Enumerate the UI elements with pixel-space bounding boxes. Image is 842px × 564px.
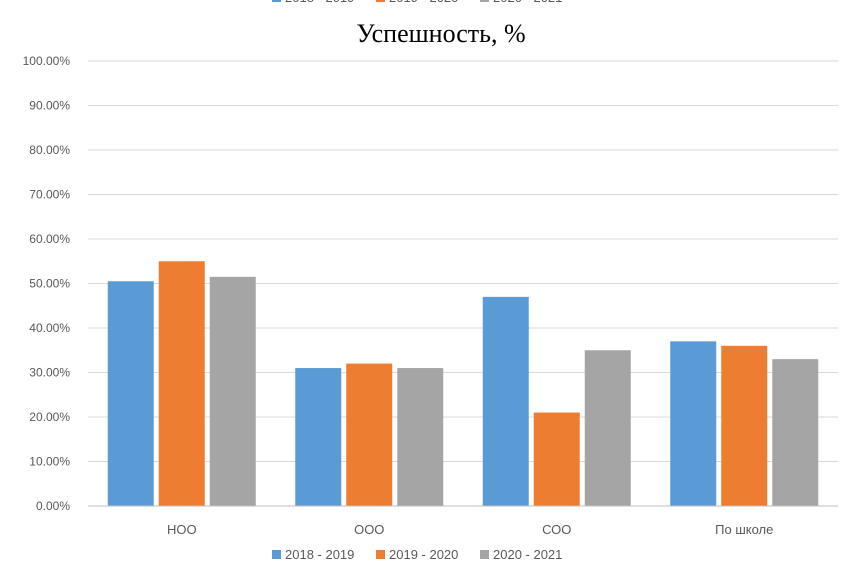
legend-label: 2020 - 2021: [493, 0, 562, 5]
legend-swatch: [480, 0, 489, 2]
category-label: НОО: [167, 522, 197, 537]
legend-swatch: [376, 550, 385, 559]
legend-swatch: [376, 0, 385, 2]
legend-swatch: [272, 550, 281, 559]
y-tick-label: 60.00%: [29, 232, 70, 246]
bar-3-4: [772, 359, 819, 506]
legend-label: 2018 - 2019: [285, 547, 354, 562]
legend: 2018 - 2019 2019 - 2020 2020 - 2021: [272, 547, 562, 562]
bar-3-3: [584, 350, 631, 506]
bar-2-4: [721, 345, 768, 506]
y-axis-ticks: 0.00% 10.00% 20.00% 30.00% 40.00% 50.00% 60.00…: [23, 54, 71, 513]
bar-1-1: [107, 281, 154, 506]
y-tick-label: 80.00%: [29, 143, 70, 157]
x-axis-categories: НОО ООО СОО По школе: [167, 522, 773, 537]
y-tick-label: 40.00%: [29, 321, 70, 335]
bar-1-3: [482, 296, 529, 506]
y-tick-label: 90.00%: [29, 99, 70, 113]
chart-title: Успешность, %: [356, 19, 525, 48]
bars: [107, 261, 819, 506]
y-tick-label: 0.00%: [36, 499, 70, 513]
legend-swatch: [272, 0, 281, 2]
bar-2-3: [533, 412, 580, 506]
bar-2-2: [346, 363, 393, 506]
legend-label: 2020 - 2021: [493, 547, 562, 562]
category-label: ООО: [354, 522, 384, 537]
y-tick-label: 10.00%: [29, 455, 70, 469]
bar-2-1: [158, 261, 205, 506]
y-tick-label: 70.00%: [29, 188, 70, 202]
bar-1-4: [670, 341, 717, 506]
y-tick-label: 30.00%: [29, 366, 70, 380]
bar-1-2: [295, 368, 342, 506]
bar-3-1: [209, 276, 256, 506]
y-tick-label: 100.00%: [23, 54, 71, 68]
legend-label: 2019 - 2020: [389, 0, 458, 5]
y-tick-label: 20.00%: [29, 410, 70, 424]
top-legend-clipped: 2018 - 2019 2019 - 2020 2020 - 2021: [272, 0, 562, 5]
legend-label: 2019 - 2020: [389, 547, 458, 562]
category-label: По школе: [715, 522, 773, 537]
bar-3-2: [397, 368, 444, 506]
category-label: СОО: [542, 522, 571, 537]
legend-label: 2018 - 2019: [285, 0, 354, 5]
legend-swatch: [480, 550, 489, 559]
y-tick-label: 50.00%: [29, 277, 70, 291]
